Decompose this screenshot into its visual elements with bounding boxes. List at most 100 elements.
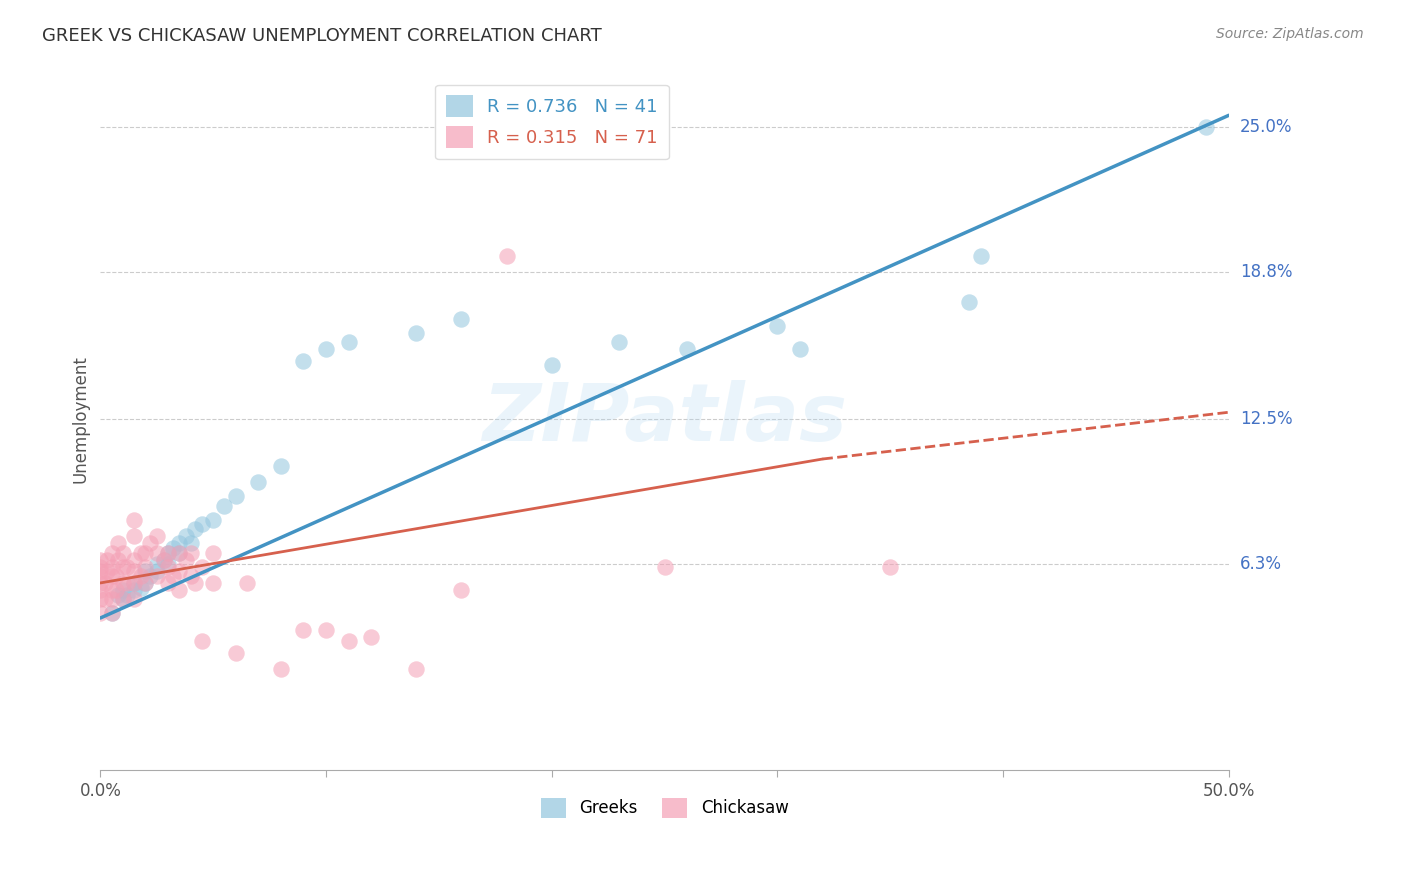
Point <box>89 592 111 607</box>
Point <box>184 522 207 536</box>
Point <box>191 517 214 532</box>
Text: GREEK VS CHICKASAW UNEMPLOYMENT CORRELATION CHART: GREEK VS CHICKASAW UNEMPLOYMENT CORRELAT… <box>42 27 602 45</box>
Point <box>214 499 236 513</box>
Point <box>247 475 270 490</box>
Point <box>236 576 259 591</box>
Point <box>270 458 292 473</box>
Point <box>129 545 152 559</box>
Point <box>122 513 145 527</box>
Point <box>139 569 162 583</box>
Point <box>122 576 145 591</box>
Point <box>122 576 145 591</box>
Point <box>107 588 129 602</box>
Point <box>540 359 562 373</box>
Point <box>129 581 152 595</box>
Point <box>180 569 202 583</box>
Point <box>766 318 789 333</box>
Point <box>89 582 111 597</box>
Point <box>146 564 169 578</box>
Point <box>107 536 129 550</box>
Text: ZIPatlas: ZIPatlas <box>482 380 846 458</box>
Point <box>169 564 191 578</box>
Point <box>292 353 315 368</box>
Point <box>134 576 156 591</box>
Point <box>111 592 134 607</box>
Point <box>162 541 184 555</box>
Point <box>337 335 360 350</box>
Point <box>495 249 517 263</box>
Point <box>94 576 117 591</box>
Point <box>146 529 169 543</box>
Point <box>107 552 129 566</box>
Point <box>117 576 139 591</box>
Point <box>100 545 122 559</box>
Point <box>89 564 111 578</box>
Point <box>134 564 156 578</box>
Point <box>202 545 225 559</box>
Point <box>146 569 169 583</box>
Point <box>405 326 427 340</box>
Point <box>111 582 134 597</box>
Point <box>191 634 214 648</box>
Point <box>139 536 162 550</box>
Text: 25.0%: 25.0% <box>1240 118 1292 136</box>
Point <box>111 545 134 559</box>
Point <box>105 569 128 583</box>
Point <box>122 552 145 566</box>
Point <box>129 569 152 583</box>
Point <box>134 559 156 574</box>
Point <box>405 663 427 677</box>
Point <box>191 559 214 574</box>
Point <box>315 342 337 356</box>
Point <box>134 545 156 559</box>
Legend: Greeks, Chickasaw: Greeks, Chickasaw <box>534 791 796 825</box>
Point <box>96 552 118 566</box>
Point <box>174 529 197 543</box>
Text: Source: ZipAtlas.com: Source: ZipAtlas.com <box>1216 27 1364 41</box>
Point <box>122 582 145 597</box>
Point <box>157 545 180 559</box>
Point <box>157 545 180 559</box>
Point <box>676 342 699 356</box>
Point <box>105 582 128 597</box>
Text: 6.3%: 6.3% <box>1240 555 1282 574</box>
Point <box>225 646 247 660</box>
Point <box>654 559 676 574</box>
Point <box>360 630 382 644</box>
Point <box>450 311 472 326</box>
Point <box>89 576 111 591</box>
Point <box>100 592 122 607</box>
Point <box>609 335 631 350</box>
Point <box>122 529 145 543</box>
Y-axis label: Unemployment: Unemployment <box>72 355 89 483</box>
Text: 12.5%: 12.5% <box>1240 410 1292 428</box>
Point <box>111 559 134 574</box>
Point <box>315 623 337 637</box>
Point <box>100 607 122 621</box>
Point <box>202 576 225 591</box>
Point <box>100 582 122 597</box>
Point <box>100 559 122 574</box>
Point <box>270 663 292 677</box>
Point <box>969 249 991 263</box>
Point <box>162 569 184 583</box>
Point <box>184 576 207 591</box>
Text: 18.8%: 18.8% <box>1240 263 1292 281</box>
Point <box>89 569 111 583</box>
Point <box>337 634 360 648</box>
Point <box>225 490 247 504</box>
Point <box>292 623 315 637</box>
Point <box>879 559 901 574</box>
Point <box>202 513 225 527</box>
Point <box>152 552 174 566</box>
Point <box>146 545 169 559</box>
Point <box>957 295 980 310</box>
Point <box>117 588 139 602</box>
Point <box>180 536 202 550</box>
Point <box>157 558 180 572</box>
Point <box>169 536 191 550</box>
Point <box>169 545 191 559</box>
Point <box>96 564 118 578</box>
Point <box>174 552 197 566</box>
Point <box>100 569 122 583</box>
